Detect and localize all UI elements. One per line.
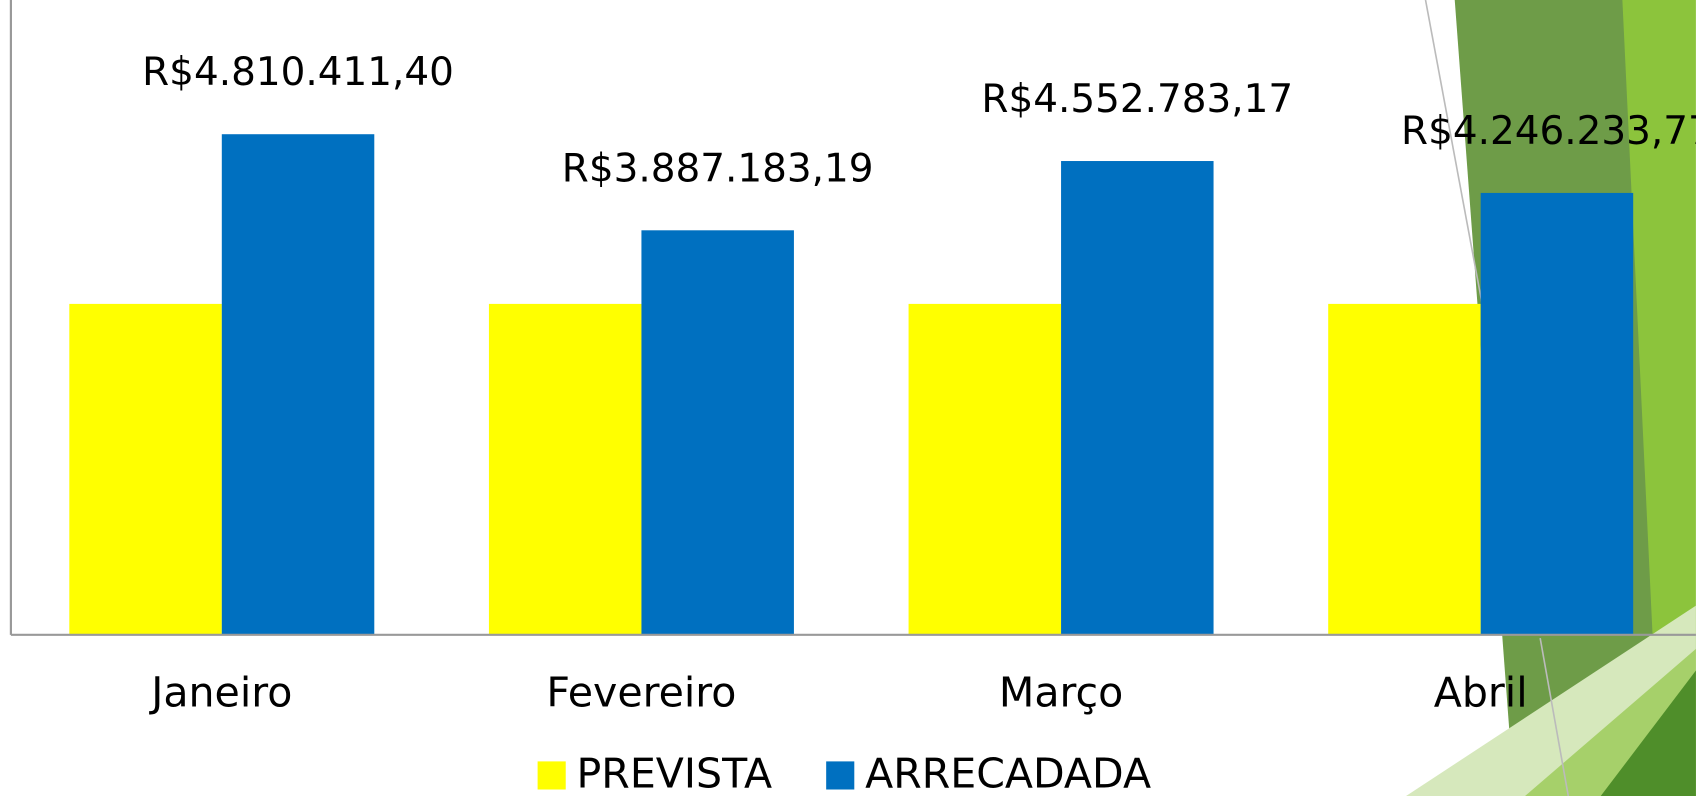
bar — [909, 304, 1061, 635]
bar — [489, 304, 641, 635]
x-tick-label: Abril — [1434, 668, 1528, 716]
chart: R$4.810.411,40 Janeiro R$3.887.183,19 Fever… — [0, 0, 1696, 796]
legend-label: ARRECADADA — [865, 750, 1151, 796]
data-label: R$3.887.183,19 — [562, 146, 874, 191]
legend-swatch — [538, 761, 566, 789]
bar — [1481, 193, 1633, 635]
data-label: R$4.810.411,40 — [142, 50, 454, 95]
x-tick-label: Março — [999, 668, 1123, 716]
bar — [69, 304, 221, 635]
plot-area: R$4.810.411,40 Janeiro R$3.887.183,19 Fever… — [69, 50, 1696, 796]
bar — [1061, 161, 1213, 635]
bar — [1328, 304, 1480, 635]
bar — [641, 230, 793, 635]
legend-label: PREVISTA — [577, 750, 773, 796]
data-label: R$4.552.783,17 — [981, 77, 1293, 122]
legend-swatch — [826, 761, 854, 789]
data-label: R$4.246.233,77 — [1401, 109, 1696, 154]
x-tick-label: Fevereiro — [546, 668, 736, 716]
page: R$4.810.411,40 Janeiro R$3.887.183,19 Fever… — [0, 0, 1696, 796]
bar — [222, 134, 374, 635]
x-tick-label: Janeiro — [148, 668, 292, 716]
